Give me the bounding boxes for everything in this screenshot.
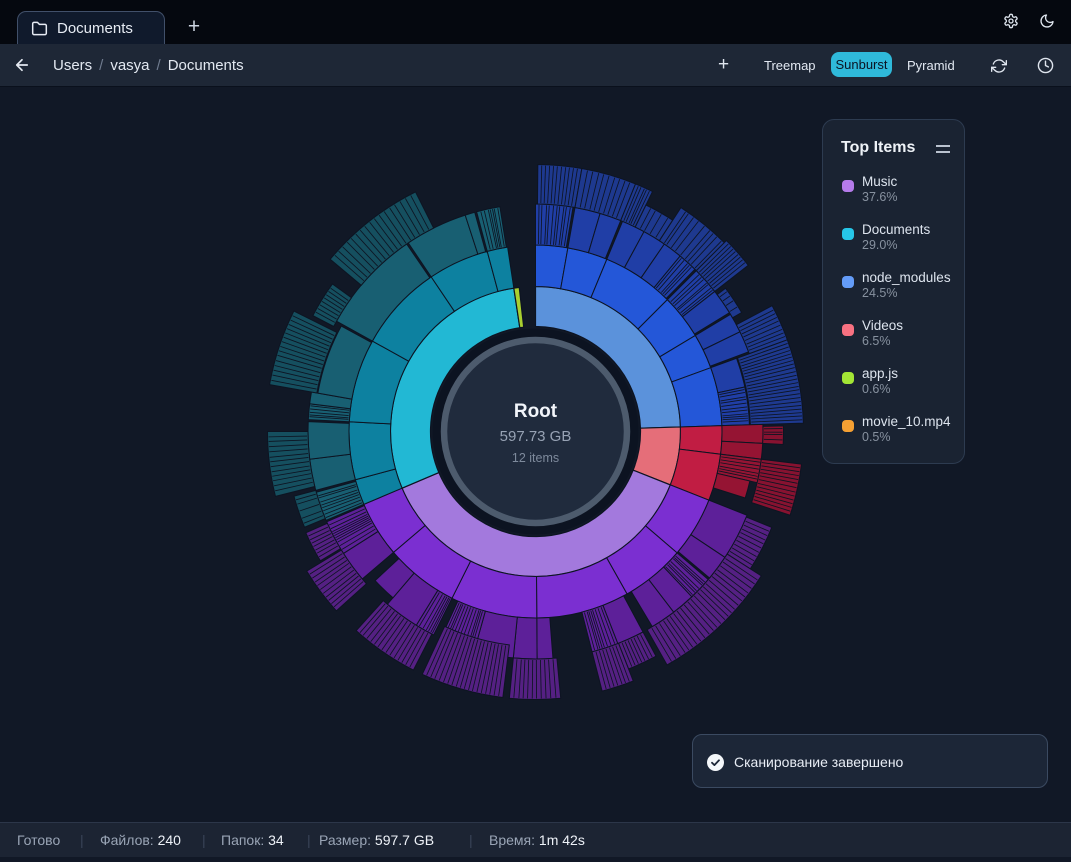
svg-text:12 items: 12 items (512, 451, 559, 465)
svg-text:597.73 GB: 597.73 GB (500, 428, 572, 445)
svg-text:Root: Root (514, 401, 558, 422)
